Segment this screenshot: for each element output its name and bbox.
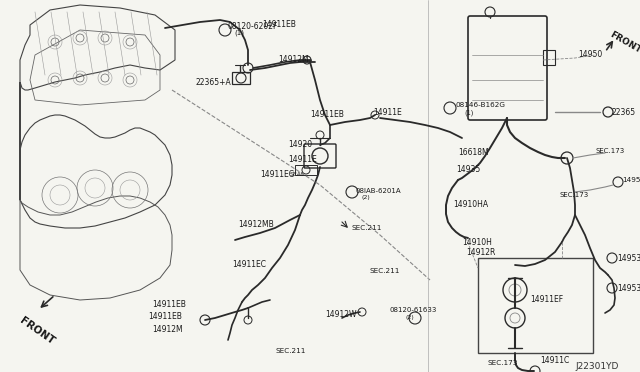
Text: SEC.211: SEC.211 — [275, 348, 305, 354]
Text: 14911C: 14911C — [540, 356, 569, 365]
Text: 14911EB: 14911EB — [148, 312, 182, 321]
Text: 14911EC: 14911EC — [232, 260, 266, 269]
Text: 08146-B162G: 08146-B162G — [456, 102, 506, 108]
Bar — [543, 50, 555, 65]
Text: 14953N: 14953N — [617, 284, 640, 293]
Text: 14911EB: 14911EB — [262, 20, 296, 29]
Text: 14953PA: 14953PA — [622, 177, 640, 183]
Text: 14920: 14920 — [288, 140, 312, 149]
Text: 14911E: 14911E — [288, 155, 317, 164]
Text: SEC.211: SEC.211 — [370, 268, 401, 274]
Text: 14910HA: 14910HA — [453, 200, 488, 209]
Bar — [232, 72, 250, 84]
Text: 14910H: 14910H — [462, 238, 492, 247]
Bar — [295, 165, 317, 175]
Text: SEC.173: SEC.173 — [595, 148, 624, 154]
Text: 08IAB-6201A: 08IAB-6201A — [355, 188, 401, 194]
Text: SEAL: SEAL — [290, 172, 305, 177]
Bar — [478, 258, 593, 353]
Text: 22365+A: 22365+A — [195, 78, 231, 87]
Text: 08120-6202F: 08120-6202F — [228, 22, 278, 31]
Text: J22301YD: J22301YD — [575, 362, 618, 371]
Text: (2): (2) — [362, 195, 371, 200]
Text: 14953P: 14953P — [617, 254, 640, 263]
Text: SEC.173: SEC.173 — [488, 360, 518, 366]
Text: 14912MB: 14912MB — [238, 220, 274, 229]
Text: 14911E: 14911E — [373, 108, 402, 117]
Text: FRONT: FRONT — [608, 30, 640, 55]
Text: 14912W: 14912W — [325, 310, 356, 319]
Text: 14911EB: 14911EB — [310, 110, 344, 119]
Text: 14911EB: 14911EB — [152, 300, 186, 309]
Text: 14911EC: 14911EC — [260, 170, 294, 179]
Text: (1): (1) — [464, 110, 474, 116]
Text: 16618M: 16618M — [458, 148, 488, 157]
Text: 14911EF: 14911EF — [530, 295, 563, 304]
Text: 14912M: 14912M — [152, 325, 182, 334]
Text: (2): (2) — [406, 315, 415, 320]
Text: 14950: 14950 — [578, 50, 602, 59]
Text: FRONT: FRONT — [18, 315, 56, 346]
Text: (1): (1) — [234, 29, 244, 35]
Text: SEC.211: SEC.211 — [352, 225, 382, 231]
Text: SEC.173: SEC.173 — [560, 192, 589, 198]
Text: 22365: 22365 — [612, 108, 636, 117]
Text: 08120-61633: 08120-61633 — [390, 307, 437, 313]
Text: 14912R: 14912R — [466, 248, 495, 257]
Text: 14912M: 14912M — [278, 55, 308, 64]
Text: 14935: 14935 — [456, 165, 480, 174]
